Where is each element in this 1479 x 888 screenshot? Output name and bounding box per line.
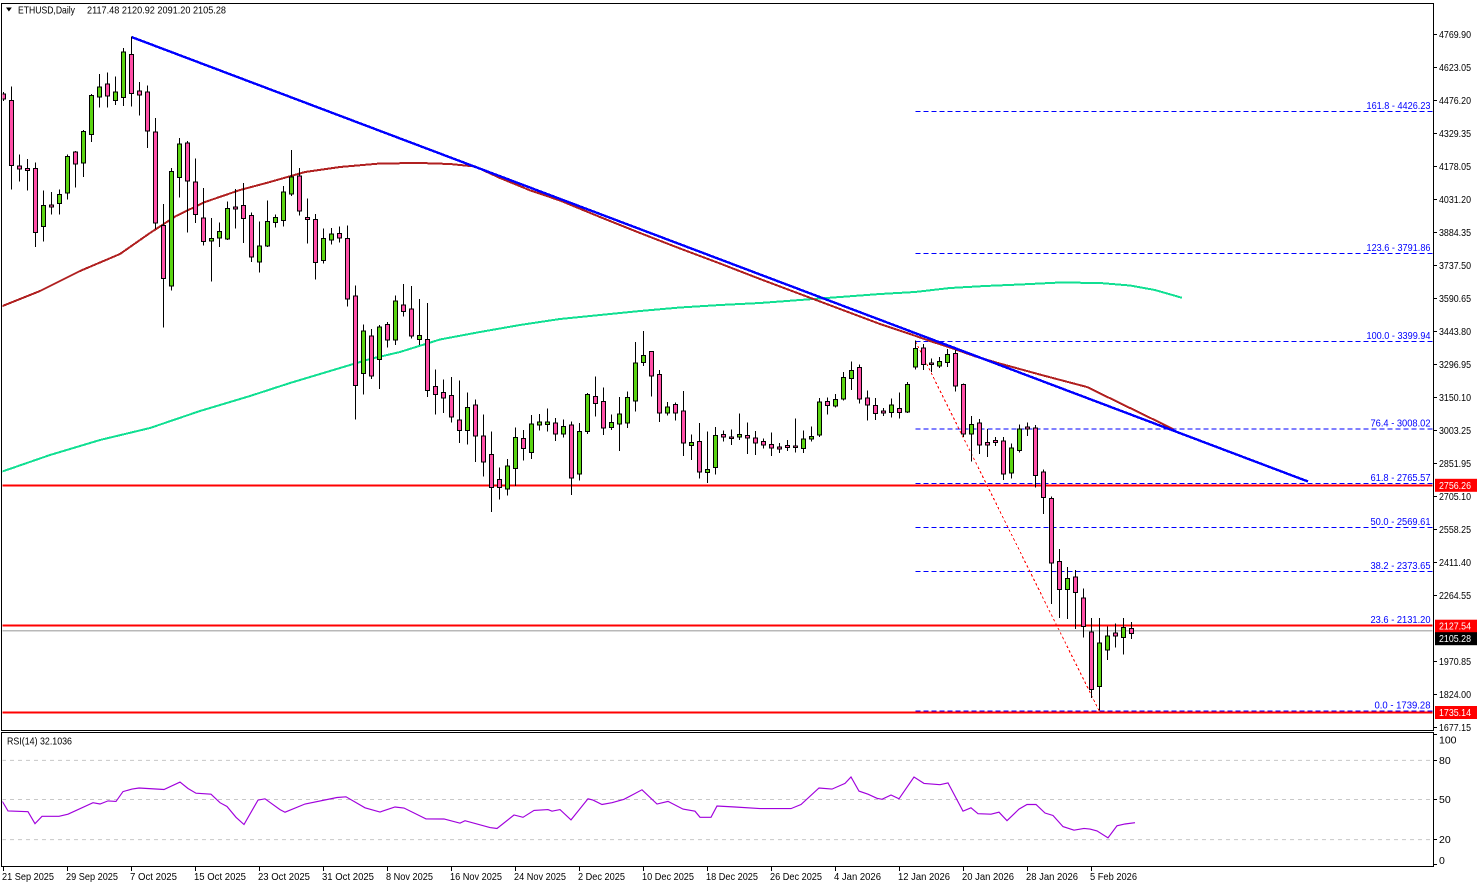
svg-text:16 Nov 2025: 16 Nov 2025 <box>450 871 502 883</box>
svg-text:123.6 - 3791.86: 123.6 - 3791.86 <box>1367 243 1431 254</box>
svg-text:161.8 - 4426.23: 161.8 - 4426.23 <box>1367 101 1431 112</box>
svg-text:3884.35: 3884.35 <box>1439 227 1471 239</box>
svg-text:4623.05: 4623.05 <box>1439 62 1471 74</box>
svg-text:23 Oct 2025: 23 Oct 2025 <box>258 871 310 883</box>
svg-text:4 Jan 2026: 4 Jan 2026 <box>834 871 881 883</box>
svg-text:4476.20: 4476.20 <box>1439 95 1471 107</box>
svg-text:2756.26: 2756.26 <box>1439 480 1471 492</box>
svg-text:10 Dec 2025: 10 Dec 2025 <box>642 871 694 883</box>
svg-text:26 Dec 2025: 26 Dec 2025 <box>770 871 822 883</box>
svg-text:50.0 - 2569.61: 50.0 - 2569.61 <box>1371 517 1431 528</box>
svg-text:80: 80 <box>1439 755 1451 767</box>
svg-text:3590.65: 3590.65 <box>1439 293 1471 305</box>
svg-text:15 Oct 2025: 15 Oct 2025 <box>194 871 246 883</box>
svg-text:3443.80: 3443.80 <box>1439 326 1471 338</box>
svg-text:23.6 - 2131.20: 23.6 - 2131.20 <box>1371 615 1431 626</box>
svg-text:12 Jan 2026: 12 Jan 2026 <box>898 871 950 883</box>
svg-text:100: 100 <box>1439 735 1457 747</box>
svg-text:2851.95: 2851.95 <box>1439 458 1471 470</box>
svg-text:2558.25: 2558.25 <box>1439 524 1471 536</box>
svg-text:20 Jan 2026: 20 Jan 2026 <box>962 871 1014 883</box>
svg-text:1970.85: 1970.85 <box>1439 656 1471 668</box>
svg-text:1677.15: 1677.15 <box>1439 722 1471 734</box>
svg-text:3737.50: 3737.50 <box>1439 260 1471 272</box>
svg-text:0: 0 <box>1439 855 1445 867</box>
svg-text:7 Oct 2025: 7 Oct 2025 <box>130 871 177 883</box>
svg-text:2127.54: 2127.54 <box>1439 621 1471 633</box>
svg-text:100.0 - 3399.94: 100.0 - 3399.94 <box>1367 331 1431 342</box>
svg-text:2117.48 2120.92 2091.20 2105.2: 2117.48 2120.92 2091.20 2105.28 <box>87 5 226 17</box>
svg-text:21 Sep 2025: 21 Sep 2025 <box>2 871 54 883</box>
svg-text:61.8 - 2765.57: 61.8 - 2765.57 <box>1371 473 1431 484</box>
svg-text:RSI(14) 32.1036: RSI(14) 32.1036 <box>7 736 72 748</box>
svg-text:2411.40: 2411.40 <box>1439 557 1471 569</box>
svg-text:4031.20: 4031.20 <box>1439 194 1471 206</box>
svg-text:3003.25: 3003.25 <box>1439 425 1471 437</box>
svg-text:0.0 - 1739.28: 0.0 - 1739.28 <box>1375 701 1431 712</box>
svg-text:18 Dec 2025: 18 Dec 2025 <box>706 871 758 883</box>
svg-text:ETHUSD,Daily: ETHUSD,Daily <box>18 5 76 17</box>
svg-text:4178.05: 4178.05 <box>1439 161 1471 173</box>
svg-text:50: 50 <box>1439 794 1451 806</box>
svg-text:1824.00: 1824.00 <box>1439 689 1471 701</box>
svg-text:24 Nov 2025: 24 Nov 2025 <box>514 871 566 883</box>
svg-text:2 Dec 2025: 2 Dec 2025 <box>578 871 625 883</box>
svg-text:20: 20 <box>1439 834 1451 846</box>
svg-text:4329.35: 4329.35 <box>1439 128 1471 140</box>
svg-text:4769.90: 4769.90 <box>1439 29 1471 41</box>
svg-text:8 Nov 2025: 8 Nov 2025 <box>386 871 433 883</box>
svg-text:31 Oct 2025: 31 Oct 2025 <box>322 871 374 883</box>
svg-text:28 Jan 2026: 28 Jan 2026 <box>1026 871 1078 883</box>
svg-text:38.2 - 2373.65: 38.2 - 2373.65 <box>1371 561 1431 572</box>
svg-text:2705.10: 2705.10 <box>1439 491 1471 503</box>
svg-text:3150.10: 3150.10 <box>1439 392 1471 404</box>
svg-text:76.4 - 3008.02: 76.4 - 3008.02 <box>1371 419 1431 430</box>
svg-text:29 Sep 2025: 29 Sep 2025 <box>66 871 118 883</box>
svg-text:1735.14: 1735.14 <box>1439 707 1471 719</box>
svg-text:2264.55: 2264.55 <box>1439 590 1471 602</box>
svg-text:3296.95: 3296.95 <box>1439 359 1471 371</box>
svg-text:2105.28: 2105.28 <box>1439 633 1471 645</box>
svg-text:5 Feb 2026: 5 Feb 2026 <box>1090 871 1137 883</box>
